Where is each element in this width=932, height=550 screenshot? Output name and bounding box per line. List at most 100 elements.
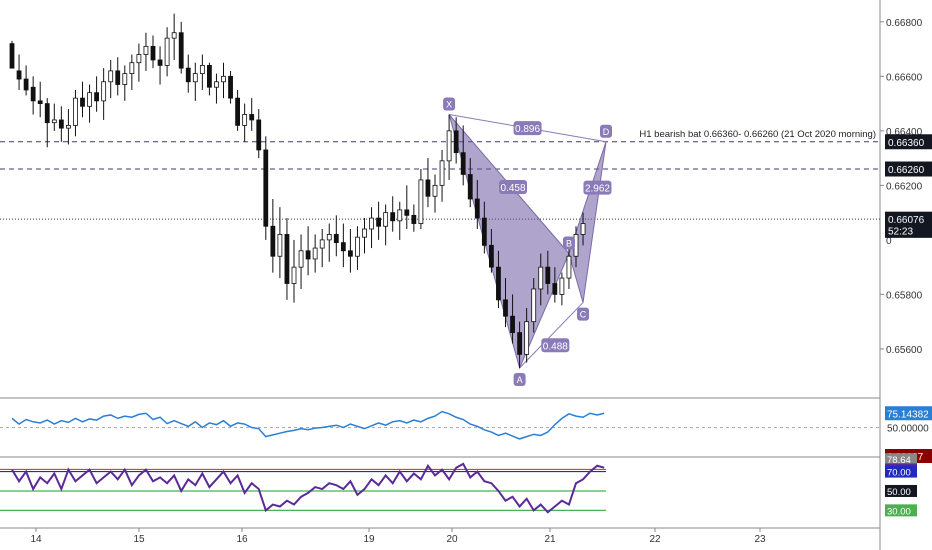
pattern-xab-triangle <box>448 114 570 370</box>
x-tick-label: 16 <box>236 534 248 545</box>
candle-body <box>101 81 107 102</box>
pattern-point-label: D <box>600 124 612 138</box>
pattern-point-label: X <box>443 97 456 111</box>
candle-body <box>192 73 198 83</box>
candle-body <box>481 217 487 246</box>
candle-body <box>136 54 142 64</box>
oscillator-panel-2[interactable] <box>0 462 606 514</box>
x-tick-label: 22 <box>649 534 661 545</box>
pattern-point-text: B <box>566 239 572 249</box>
price-tags-layer: 0.663600.662600.6607652:2375.143820.0008… <box>885 134 932 517</box>
candle-body <box>510 315 515 333</box>
candle-body <box>221 75 226 83</box>
candle-body <box>23 78 29 91</box>
ratio-text: 0.458 <box>501 183 526 194</box>
candle-body <box>51 119 57 124</box>
candle-body <box>298 250 304 268</box>
candle-body <box>347 250 353 257</box>
candle-body <box>355 236 360 257</box>
candle-body <box>16 70 22 80</box>
candle-body <box>496 266 501 301</box>
oscillator-tag: 30.00 <box>885 504 917 517</box>
candle-body <box>185 67 191 83</box>
pattern-point-text: D <box>603 127 610 137</box>
candle-body <box>439 160 445 186</box>
oscillator-tag-text: 50.00 <box>887 487 911 498</box>
candle-body <box>333 234 339 244</box>
main-price-panel[interactable]: X A B C D 0.896 0.458 2.962 0.488 H1 bearish bat … <box>0 13 880 387</box>
x-tick-label: 15 <box>133 534 145 545</box>
oscillator-tag: 50.00 <box>885 484 917 498</box>
candle-body <box>228 75 233 99</box>
oscillator-tag-text: 70.00 <box>887 468 911 479</box>
pattern-ratio-label: 0.458 <box>499 180 528 195</box>
candle-body <box>37 100 43 104</box>
candle-body <box>263 149 269 227</box>
x-tick-label: 19 <box>363 534 375 545</box>
oscillator-panel-1[interactable] <box>0 410 880 440</box>
price-tag: 0.66260 <box>885 161 932 177</box>
candle-body <box>404 209 410 216</box>
candle-body <box>383 212 389 227</box>
candle-body <box>242 114 248 126</box>
y-tick-label: 0.66400 <box>886 127 923 138</box>
ratio-text: 0.896 <box>515 124 540 135</box>
candle-body <box>277 234 283 257</box>
candle-body <box>58 119 64 129</box>
candle-body <box>44 103 50 124</box>
candle-body <box>249 114 255 121</box>
oscillator-tag: 70.00 <box>885 465 917 479</box>
candle-body <box>390 212 396 222</box>
candle-body <box>129 62 135 75</box>
candle-body <box>524 321 530 355</box>
ratio-box <box>499 180 528 195</box>
candle-body <box>171 32 177 39</box>
candle-body <box>291 266 297 284</box>
candle-body <box>397 209 403 222</box>
pattern-point-box <box>600 124 612 138</box>
x-tick-label: 20 <box>446 534 458 545</box>
candle-body <box>369 217 374 230</box>
candle-body <box>94 92 99 102</box>
pattern-ratio-label: 2.962 <box>583 180 612 195</box>
y-tick-fragment: 0 <box>886 236 892 247</box>
candle-body <box>80 97 85 107</box>
price-tag-text: 0.66260 <box>888 165 925 176</box>
candle-body <box>73 97 78 126</box>
pattern-point-box <box>562 236 575 250</box>
candle-body <box>143 45 149 55</box>
candle-body <box>425 179 431 197</box>
candle-body <box>566 255 572 279</box>
price-tag-box <box>885 161 932 177</box>
annotation-note: H1 bearish bat 0.66360- 0.66260 (21 Oct … <box>639 129 876 140</box>
y-tick-label: 0.66200 <box>886 181 923 192</box>
x-tick-label: 14 <box>30 534 42 545</box>
y-tick-label: 0.66800 <box>886 18 923 29</box>
candle-body <box>214 81 219 88</box>
rsi-tag-text: 75.14382 <box>887 409 929 420</box>
candle-body <box>460 152 466 175</box>
candle-body <box>545 266 551 284</box>
pattern-point-text: X <box>446 99 452 109</box>
price-tag: 0.66360 <box>885 134 932 150</box>
candle-body <box>206 65 212 88</box>
candle-body <box>418 179 424 224</box>
pattern-point-text: A <box>517 375 523 385</box>
price-tag-box <box>885 222 932 238</box>
price-tag-text: 52:23 <box>888 226 913 237</box>
oscillator-line <box>11 462 605 514</box>
candle-body <box>87 92 92 107</box>
candle-body <box>178 32 184 69</box>
candle-body <box>30 86 36 102</box>
axes-layer: 0.66800 0.66600 0.66400 0.66200 0.65800 0.656… <box>30 18 929 545</box>
ratio-text: 0.488 <box>543 341 568 352</box>
rsi-tag-box <box>885 406 932 421</box>
candle-body <box>411 214 417 224</box>
candle-body <box>467 174 473 200</box>
oscillator-tag-text: 30.00 <box>887 506 911 517</box>
pattern-point-box <box>513 373 526 387</box>
pattern-point-label: B <box>562 236 575 250</box>
candle-body <box>122 73 128 85</box>
candle-body <box>305 250 311 260</box>
